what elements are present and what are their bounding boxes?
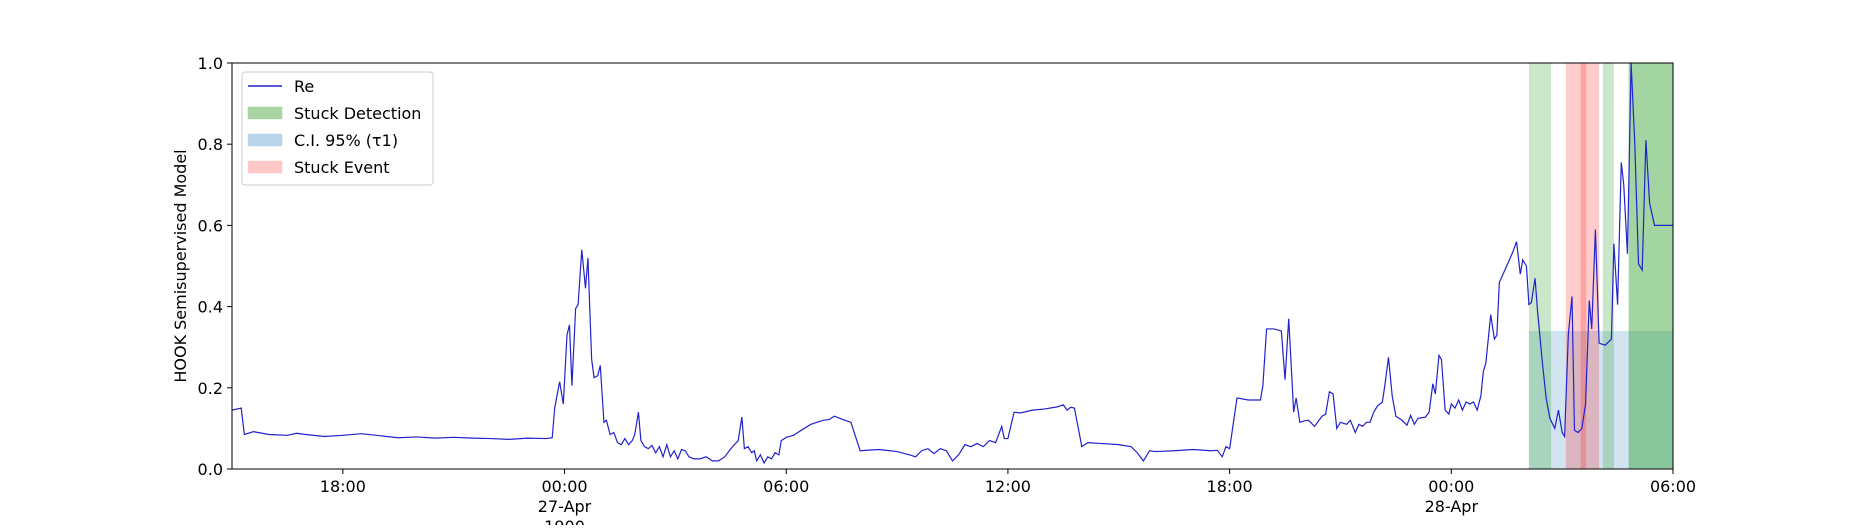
stuck-detection-span-1 — [1602, 63, 1614, 469]
y-tick-label: 0.8 — [198, 135, 223, 154]
stuck-detection-overlap-0 — [1628, 63, 1673, 469]
x-tick-label: 1900 — [544, 517, 585, 525]
x-tick-label: 18:00 — [1207, 477, 1253, 496]
legend-label: Stuck Event — [294, 158, 390, 177]
series-line-re — [231, 62, 1673, 465]
legend: Re Stuck Detection C.I. 95% (τ1) Stuck Even… — [241, 71, 434, 186]
x-tick-label: 12:00 — [985, 477, 1031, 496]
x-tick-label: 06:00 — [1650, 477, 1696, 496]
x-tick-label: 00:00 — [541, 477, 587, 496]
y-tick-label: 0.0 — [198, 460, 223, 479]
legend-swatch-patch — [247, 160, 283, 174]
x-axis-ticks: 18:0000:0027-Apr190006:0012:0018:0000:00… — [320, 469, 1696, 529]
legend-swatch-patch — [247, 106, 283, 120]
y-tick-label: 0.4 — [198, 298, 223, 317]
plot-frame — [231, 62, 1674, 470]
legend-label: Stuck Detection — [294, 104, 421, 123]
x-tick-label: 06:00 — [763, 477, 809, 496]
legend-label: Re — [294, 77, 314, 96]
legend-box — [241, 71, 434, 186]
x-tick-label: 00:00 — [1428, 477, 1474, 496]
stuck-detection-span-0 — [1528, 63, 1552, 469]
x-tick-label: 18:00 — [320, 477, 366, 496]
stuck-event-overlap-0 — [1580, 63, 1587, 469]
y-tick-label: 0.6 — [198, 216, 223, 235]
y-tick-label: 1.0 — [198, 54, 223, 73]
ci-band — [1528, 330, 1673, 469]
legend-label: C.I. 95% (τ1) — [294, 131, 398, 150]
y-tick-label: 0.2 — [198, 379, 223, 398]
stuck-detection-span-2 — [1628, 63, 1673, 469]
axes — [231, 62, 1674, 470]
series-layer — [231, 62, 1673, 465]
shaded-spans — [1528, 63, 1673, 469]
x-tick-label: 28-Apr — [1425, 497, 1479, 516]
legend-swatch-patch — [247, 133, 283, 147]
y-axis-ticks: 0.0 0.2 0.4 0.6 0.8 1.0 — [198, 54, 232, 479]
x-tick-label: 27-Apr — [538, 497, 592, 516]
y-axis-label: HOOK Semisupervised Model — [171, 149, 190, 382]
